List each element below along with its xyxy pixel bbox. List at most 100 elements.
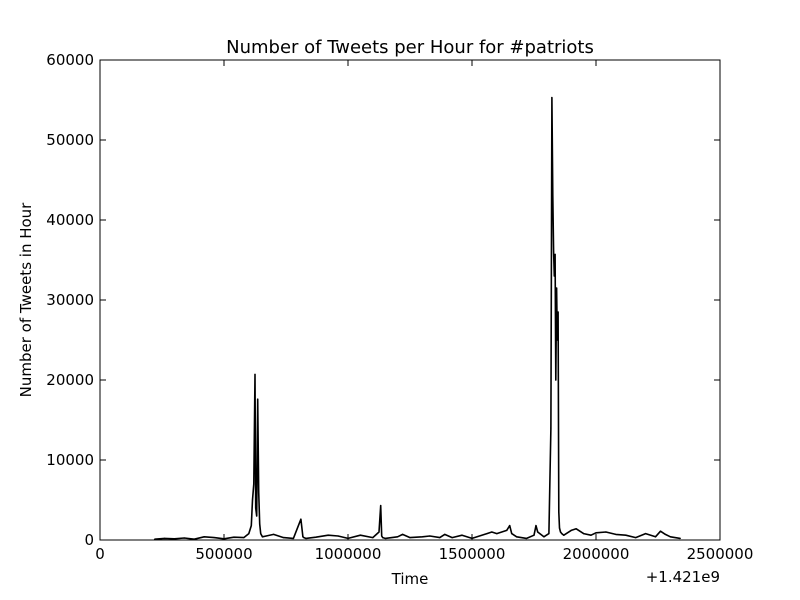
y-tick-label: 0 bbox=[84, 531, 94, 549]
x-tick-label: 1000000 bbox=[315, 545, 382, 563]
data-point bbox=[183, 537, 185, 539]
data-point bbox=[533, 534, 535, 536]
data-point bbox=[659, 530, 662, 532]
data-point bbox=[654, 536, 657, 538]
data-point bbox=[258, 491, 260, 493]
data-point bbox=[203, 536, 205, 538]
data-point bbox=[679, 537, 681, 540]
data-point bbox=[511, 533, 513, 535]
data-point bbox=[254, 373, 256, 375]
data-point bbox=[302, 536, 304, 538]
data-point bbox=[552, 195, 554, 197]
data-point bbox=[548, 533, 550, 535]
data-point bbox=[583, 533, 585, 535]
data-point bbox=[595, 532, 597, 534]
data-point bbox=[250, 525, 252, 527]
data-point bbox=[551, 97, 553, 99]
data-point bbox=[163, 537, 166, 540]
data-point bbox=[248, 533, 250, 535]
data-point bbox=[461, 534, 463, 536]
data-point bbox=[253, 483, 255, 485]
data-point bbox=[381, 535, 383, 537]
data-point bbox=[451, 537, 453, 539]
data-point bbox=[558, 527, 561, 529]
data-point bbox=[554, 253, 556, 255]
data-point bbox=[543, 536, 545, 538]
data-point bbox=[553, 275, 555, 277]
data-point bbox=[491, 531, 493, 533]
x-tick-label: 0 bbox=[95, 545, 105, 563]
data-point bbox=[555, 379, 557, 381]
data-point bbox=[409, 537, 411, 539]
data-point bbox=[555, 287, 558, 289]
data-point bbox=[397, 536, 399, 538]
data-point bbox=[558, 511, 560, 513]
data-point bbox=[645, 533, 647, 535]
y-tick-label: 60000 bbox=[46, 51, 94, 69]
data-point bbox=[550, 427, 552, 429]
data-point bbox=[509, 525, 511, 527]
data-point bbox=[496, 533, 498, 535]
ticks-layer: 0 500000 1000000 1500000 2000000 2500000 0 1000… bbox=[46, 51, 753, 563]
data-point bbox=[561, 533, 563, 535]
data-point bbox=[401, 533, 404, 536]
data-point bbox=[233, 536, 235, 538]
y-tick-label: 20000 bbox=[46, 371, 94, 389]
data-point bbox=[265, 535, 267, 537]
data-point bbox=[615, 533, 617, 536]
data-point bbox=[563, 534, 565, 536]
data-point bbox=[570, 529, 572, 532]
y-tick-label: 10000 bbox=[46, 451, 94, 469]
y-tick-label: 40000 bbox=[46, 211, 94, 229]
series-line bbox=[154, 96, 681, 541]
data-point bbox=[273, 533, 275, 536]
data-point bbox=[444, 533, 446, 536]
data-point bbox=[372, 537, 374, 539]
data-point bbox=[429, 535, 431, 537]
data-point bbox=[292, 537, 295, 540]
data-point bbox=[257, 398, 259, 400]
data-point bbox=[243, 537, 245, 539]
data-point bbox=[282, 537, 285, 539]
x-axis-label: Time bbox=[391, 570, 429, 588]
x-tick-label: 1500000 bbox=[439, 545, 506, 563]
series-layer bbox=[153, 96, 681, 541]
data-point bbox=[359, 534, 361, 536]
data-point bbox=[305, 537, 307, 540]
y-tick-label: 30000 bbox=[46, 291, 94, 309]
data-point bbox=[556, 339, 558, 341]
data-point bbox=[260, 533, 262, 535]
data-point bbox=[303, 537, 305, 539]
data-point bbox=[380, 505, 382, 507]
data-point bbox=[506, 529, 508, 532]
y-axis-label: Number of Tweets in Hour bbox=[17, 202, 35, 398]
data-point bbox=[327, 534, 329, 536]
x-tick-label: 2500000 bbox=[687, 545, 754, 563]
data-point bbox=[552, 251, 555, 253]
data-point bbox=[173, 538, 175, 540]
data-point bbox=[251, 499, 254, 501]
data-point bbox=[256, 515, 258, 517]
data-point bbox=[378, 531, 380, 533]
data-point bbox=[421, 536, 423, 538]
data-point bbox=[300, 518, 302, 520]
data-point bbox=[664, 533, 667, 536]
data-point bbox=[255, 507, 257, 509]
data-point bbox=[625, 534, 627, 536]
x-tick-label: 500000 bbox=[195, 545, 252, 563]
data-point bbox=[439, 537, 441, 539]
y-tick-label: 50000 bbox=[46, 131, 94, 149]
data-point bbox=[382, 537, 384, 539]
chart-title: Number of Tweets per Hour for #patriots bbox=[226, 37, 594, 58]
data-point bbox=[337, 535, 339, 537]
data-point bbox=[575, 528, 577, 530]
data-point bbox=[669, 536, 672, 538]
data-point bbox=[486, 533, 488, 535]
data-point bbox=[384, 537, 386, 540]
data-point bbox=[635, 537, 637, 539]
data-point bbox=[590, 534, 592, 536]
data-point bbox=[525, 537, 528, 540]
data-point bbox=[537, 531, 539, 533]
